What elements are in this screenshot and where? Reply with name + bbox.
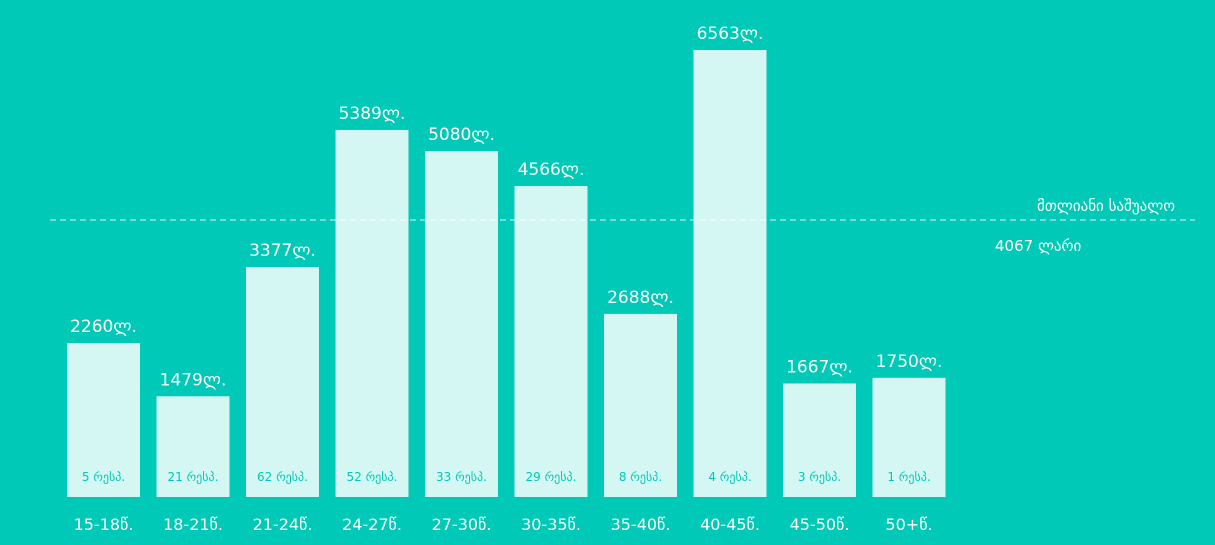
- bar-value-label: 5080ლ.: [428, 125, 495, 145]
- respondent-count-label: 4 რესპ.: [708, 470, 751, 484]
- bar-value-label: 3377ლ.: [249, 241, 316, 261]
- bar-value-label: 1667ლ.: [786, 357, 853, 377]
- average-line-label: მთლიანი საშუალო: [1037, 197, 1175, 215]
- bar: [425, 151, 498, 497]
- category-label: 21-24წ.: [253, 515, 313, 534]
- bar: [156, 396, 230, 497]
- bar-value-label: 6563ლ.: [697, 24, 764, 44]
- category-label: 27-30წ.: [432, 515, 492, 534]
- category-label: 18-21წ.: [163, 515, 223, 534]
- bars-group: 2260ლ. 5 რესპ. 15-18წ. 1479ლ. 21 რესპ. 18-21წ…: [67, 24, 946, 534]
- bar: [604, 313, 677, 497]
- bar: [783, 383, 856, 497]
- respondent-count-label: 5 რესპ.: [82, 470, 125, 484]
- respondent-count-label: 52 რესპ.: [347, 470, 398, 484]
- bar: [514, 186, 588, 498]
- category-label: 50+წ.: [885, 515, 932, 534]
- category-label: 30-35წ.: [521, 515, 581, 534]
- respondent-count-label: 1 რესპ.: [887, 470, 930, 484]
- bar: [67, 343, 140, 497]
- bar: [246, 266, 319, 497]
- respondent-count-label: 3 რესპ.: [798, 470, 841, 484]
- category-label: 35-40წ.: [611, 515, 671, 534]
- bar: [335, 129, 409, 497]
- bar-value-label: 5389ლ.: [339, 104, 406, 124]
- category-label: 15-18წ.: [74, 515, 134, 534]
- respondent-count-label: 21 რესპ.: [168, 470, 219, 484]
- respondent-count-label: 62 რესპ.: [257, 470, 308, 484]
- category-label: 45-50წ.: [790, 515, 850, 534]
- respondent-count-label: 29 რესპ.: [526, 470, 577, 484]
- bar-value-label: 2260ლ.: [70, 317, 137, 337]
- respondent-count-label: 33 რესპ.: [436, 470, 487, 484]
- average-line-value: 4067 ლარი: [995, 237, 1081, 255]
- bar-value-label: 1479ლ.: [160, 370, 227, 390]
- bar-value-label: 4566ლ.: [518, 160, 585, 180]
- bar-value-label: 2688ლ.: [607, 288, 674, 308]
- bar: [693, 50, 767, 497]
- respondent-count-label: 8 რესპ.: [619, 470, 662, 484]
- bar-value-label: 1750ლ.: [876, 352, 943, 372]
- category-label: 40-45წ.: [700, 515, 760, 534]
- category-label: 24-27წ.: [342, 515, 402, 534]
- bar: [872, 377, 946, 497]
